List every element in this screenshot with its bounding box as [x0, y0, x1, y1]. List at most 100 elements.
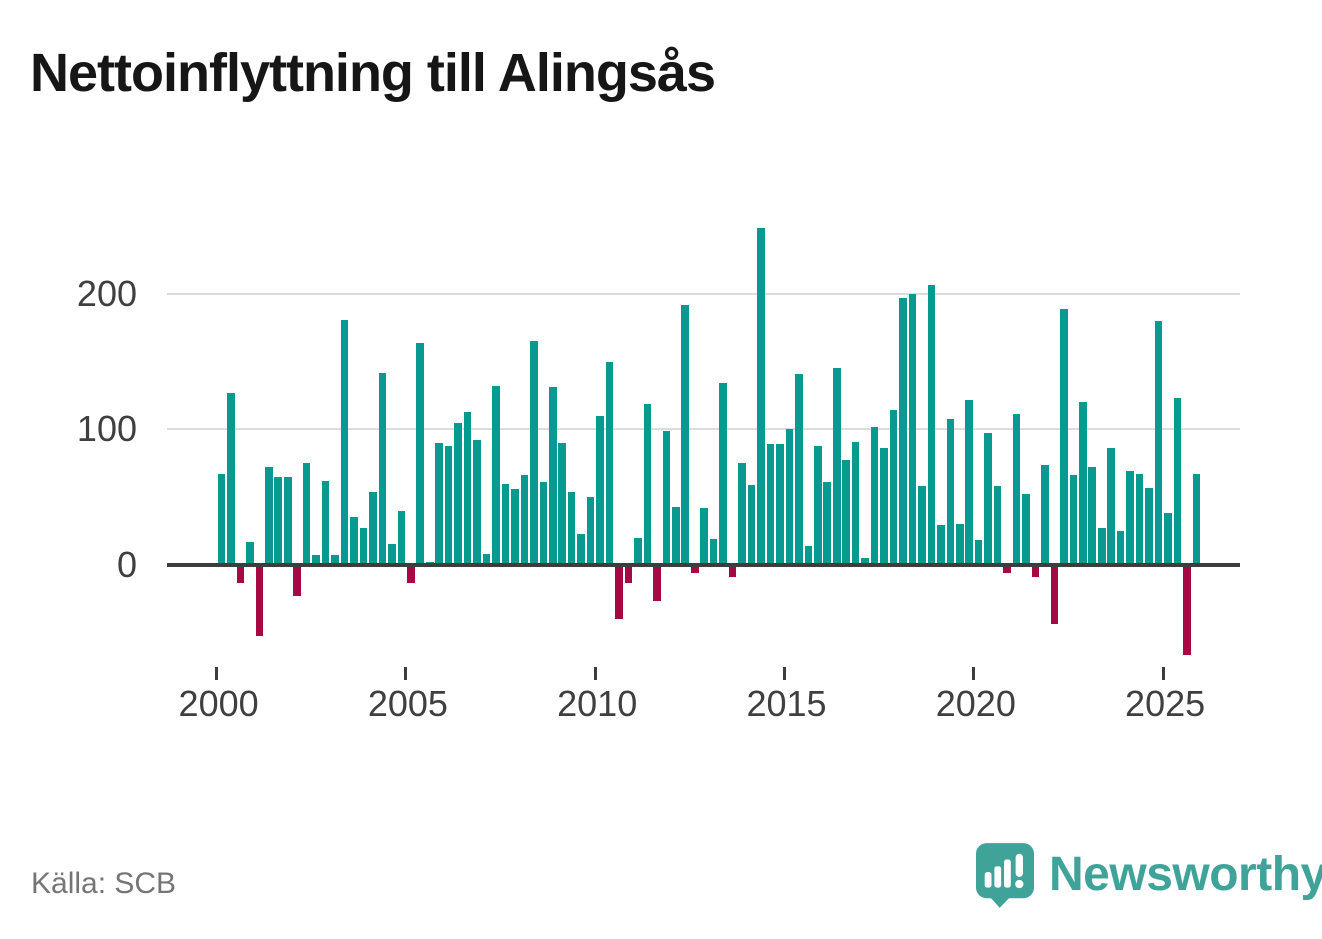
- bar-q26-value-113: [463, 411, 472, 565]
- bar-q78-value-30: [955, 524, 964, 565]
- bar-q103-value-67: [1192, 474, 1201, 565]
- bar-q70-value-86: [880, 448, 888, 565]
- bar-q96-value-69: [1126, 471, 1134, 565]
- bar-q20-value--12: [407, 567, 415, 584]
- bar-q80-value-18: [974, 540, 983, 565]
- bar-q62-value-14: [804, 545, 813, 565]
- gridline-y-100: [167, 428, 1240, 431]
- bar-q69-value-102: [870, 426, 879, 565]
- bar-q43-value--12: [624, 567, 633, 584]
- bar-q102-value--65: [1183, 567, 1191, 656]
- x-axis-label-2010: 2010: [557, 683, 638, 724]
- bar-q18-value-15: [388, 544, 396, 565]
- x-axis-label-2005: 2005: [367, 683, 448, 724]
- bar-q77-value-108: [946, 418, 955, 565]
- bar-q15-value-27: [359, 528, 368, 565]
- x-axis-tick-2010: [593, 667, 597, 680]
- bar-q98-value-57: [1145, 487, 1153, 565]
- bar-q58-value-89: [766, 444, 775, 565]
- bar-q1-value-127: [227, 392, 235, 565]
- bar-q27-value-92: [473, 440, 481, 565]
- plot-area: 0 100 200 2000 2005 2010 2015 2020 2025: [77, 220, 1240, 722]
- bar-q94-value-86: [1107, 448, 1115, 565]
- bar-q42-value--38: [615, 567, 623, 619]
- bar-q4-value--51: [255, 567, 264, 637]
- bar-q3-value-17: [246, 541, 254, 565]
- bar-q100-value-38: [1164, 513, 1172, 565]
- bar-q29-value-132: [492, 386, 500, 565]
- bar-q35-value-131: [548, 387, 557, 565]
- bar-q37-value-54: [567, 491, 576, 565]
- bar-q47-value-99: [662, 430, 671, 565]
- bar-q31-value-56: [511, 488, 519, 565]
- x-axis-tick-2020: [972, 667, 976, 680]
- bar-q68-value-5: [861, 557, 869, 565]
- bar-q73-value-200: [908, 294, 917, 565]
- bar-q88-value--42: [1050, 567, 1059, 624]
- bar-q8-value--21: [293, 567, 301, 596]
- bar-q79-value-122: [965, 399, 974, 565]
- bar-q32-value-66: [520, 475, 529, 565]
- x-axis-tick-2000: [215, 667, 219, 680]
- bar-q50-value--4: [690, 567, 699, 573]
- bar-q12-value-7: [331, 555, 339, 565]
- bar-q60-value-100: [785, 429, 794, 565]
- bar-q53-value-134: [719, 383, 727, 565]
- bar-q11-value-62: [321, 480, 330, 565]
- bar-q56-value-59: [747, 484, 756, 565]
- bar-q13-value-181: [340, 319, 349, 565]
- x-axis-tick-2015: [783, 667, 786, 680]
- bar-q99-value-180: [1154, 321, 1163, 565]
- bar-q61-value-141: [795, 373, 803, 565]
- y-axis-label-100: 100: [76, 408, 137, 450]
- bar-q74-value-58: [918, 486, 926, 565]
- x-axis-tick-2025: [1161, 667, 1165, 680]
- bar-q41-value-150: [605, 361, 614, 565]
- newsworthy-logo: Newsworthy: [976, 843, 1322, 908]
- bar-q24-value-88: [444, 445, 453, 565]
- y-axis-label-0: 0: [116, 543, 137, 585]
- bar-q84-value-111: [1012, 414, 1021, 565]
- bar-q25-value-105: [454, 422, 462, 565]
- bar-q71-value-114: [889, 410, 898, 565]
- bar-q54-value--7: [728, 567, 737, 577]
- bar-q86-value--7: [1031, 567, 1040, 577]
- bar-q72-value-197: [899, 298, 907, 565]
- bar-q34-value-61: [539, 482, 548, 565]
- x-axis-label-2025: 2025: [1125, 683, 1206, 724]
- bar-q38-value-23: [577, 533, 585, 565]
- bar-q49-value-192: [681, 304, 690, 565]
- bar-q19-value-40: [397, 510, 406, 565]
- bar-q33-value-165: [530, 341, 538, 565]
- bar-q23-value-90: [435, 442, 443, 565]
- bar-q28-value-8: [482, 553, 491, 565]
- bar-q10-value-7: [312, 555, 320, 565]
- bar-q63-value-88: [813, 445, 822, 565]
- bar-q0-value-67: [217, 474, 226, 565]
- bar-q83-value--4: [1003, 567, 1011, 573]
- bar-q64-value-61: [823, 482, 832, 565]
- source-label: Källa: SCB: [31, 867, 177, 900]
- bar-q7-value-65: [283, 476, 292, 565]
- y-axis-label-200: 200: [76, 273, 137, 315]
- newsworthy-logo-icon: [976, 843, 1034, 908]
- chart-title: Nettoinflyttning till Alingsås: [30, 43, 716, 103]
- bar-q5-value-72: [265, 467, 273, 565]
- bar-q2-value--12: [236, 567, 245, 584]
- bar-q36-value-90: [558, 442, 567, 565]
- bar-q55-value-75: [738, 463, 746, 565]
- bar-q52-value-19: [709, 538, 718, 565]
- bar-q46-value--25: [653, 567, 661, 601]
- bar-q76-value-29: [937, 525, 945, 565]
- x-axis-label-2000: 2000: [178, 683, 259, 724]
- bar-q95-value-25: [1116, 530, 1125, 565]
- bar-q75-value-207: [927, 284, 936, 565]
- gridline-y-200: [167, 293, 1240, 296]
- bar-q39-value-50: [586, 497, 595, 565]
- bar-q40-value-110: [596, 415, 604, 565]
- bar-q89-value-189: [1060, 308, 1068, 565]
- bar-q9-value-75: [302, 463, 311, 565]
- bar-q44-value-20: [634, 537, 642, 565]
- bar-q66-value-77: [842, 460, 850, 565]
- bar-q45-value-119: [643, 403, 652, 565]
